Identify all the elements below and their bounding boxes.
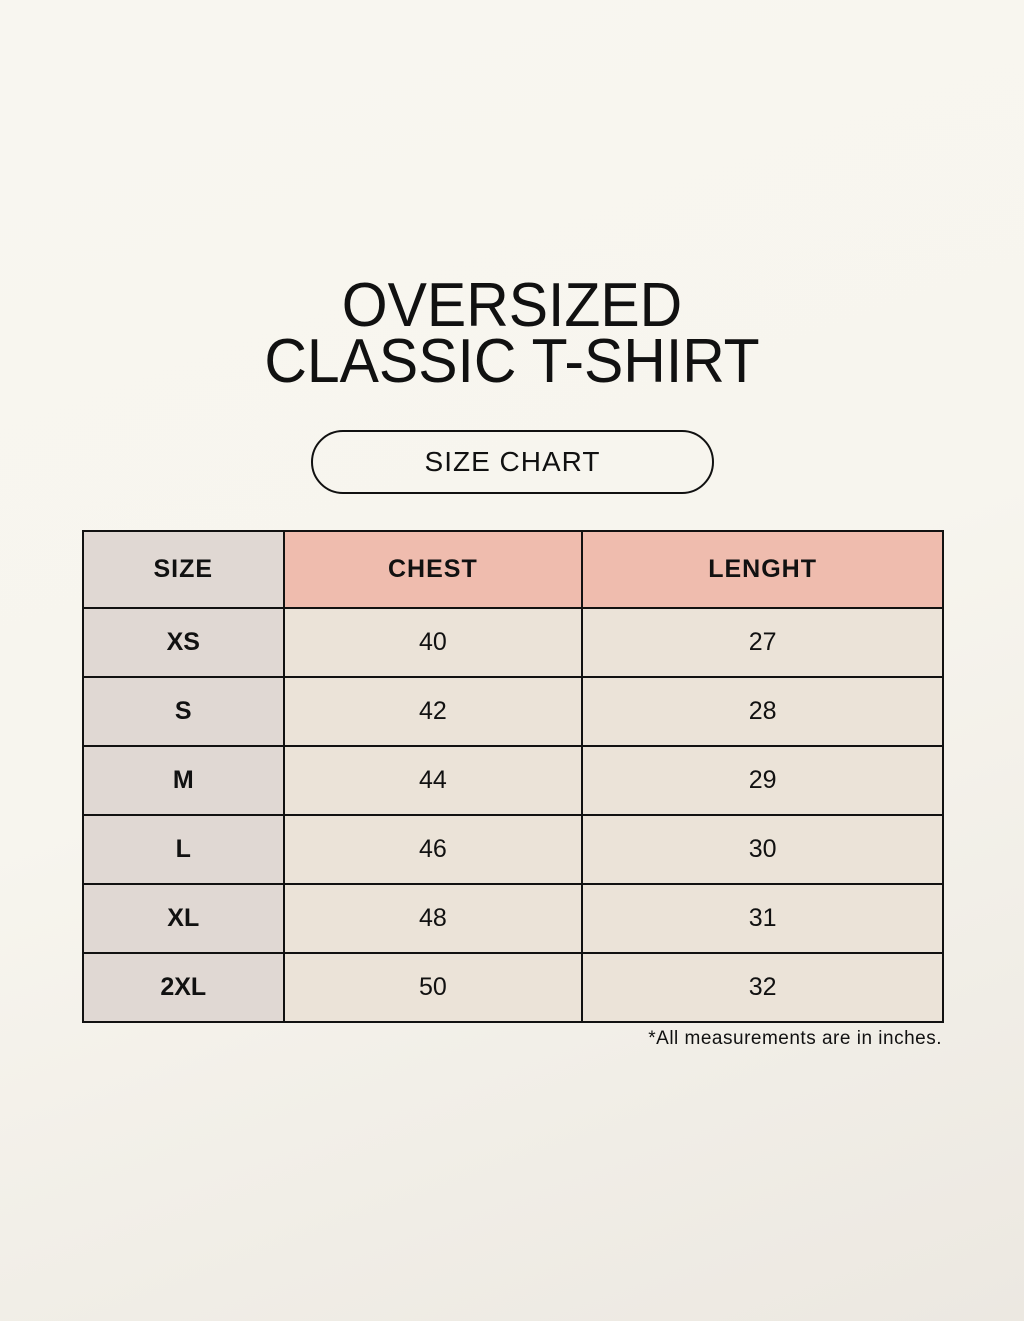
table-row: S 42 28 — [82, 676, 944, 747]
length-cell: 29 — [581, 745, 944, 816]
chest-cell: 40 — [282, 607, 584, 678]
chest-cell: 42 — [282, 676, 584, 747]
chest-cell: 46 — [282, 814, 584, 885]
chest-cell: 48 — [282, 883, 584, 954]
size-cell: XS — [82, 607, 285, 678]
header-chest: CHEST — [282, 530, 584, 609]
length-cell: 27 — [581, 607, 944, 678]
header-length: LENGHT — [581, 530, 944, 609]
size-cell: L — [82, 814, 285, 885]
chest-cell: 44 — [282, 745, 584, 816]
size-cell: XL — [82, 883, 285, 954]
length-cell: 30 — [581, 814, 944, 885]
table-row: XL 48 31 — [82, 883, 944, 954]
title-line-1: OVERSIZED — [341, 271, 683, 340]
size-cell: 2XL — [82, 952, 285, 1023]
table-row: L 46 30 — [82, 814, 944, 885]
length-cell: 32 — [581, 952, 944, 1023]
table-row: M 44 29 — [82, 745, 944, 816]
table-header-row: SIZE CHEST LENGHT — [82, 530, 944, 609]
size-cell: S — [82, 676, 285, 747]
size-table: SIZE CHEST LENGHT XS 40 27 S 42 28 M 44 29 L 46 30 X… — [82, 530, 944, 1023]
table-row: 2XL 50 32 — [82, 952, 944, 1023]
size-chart-badge: SIZE CHART — [311, 430, 714, 494]
page-title: OVERSIZED CLASSIC T-SHIRT — [26, 271, 999, 396]
length-cell: 28 — [581, 676, 944, 747]
length-cell: 31 — [581, 883, 944, 954]
chest-cell: 50 — [282, 952, 584, 1023]
header-size: SIZE — [82, 530, 285, 609]
measurement-note: *All measurements are in inches. — [648, 1028, 942, 1049]
table-row: XS 40 27 — [82, 607, 944, 678]
size-cell: M — [82, 745, 285, 816]
title-line-2: CLASSIC T-SHIRT — [264, 327, 760, 396]
